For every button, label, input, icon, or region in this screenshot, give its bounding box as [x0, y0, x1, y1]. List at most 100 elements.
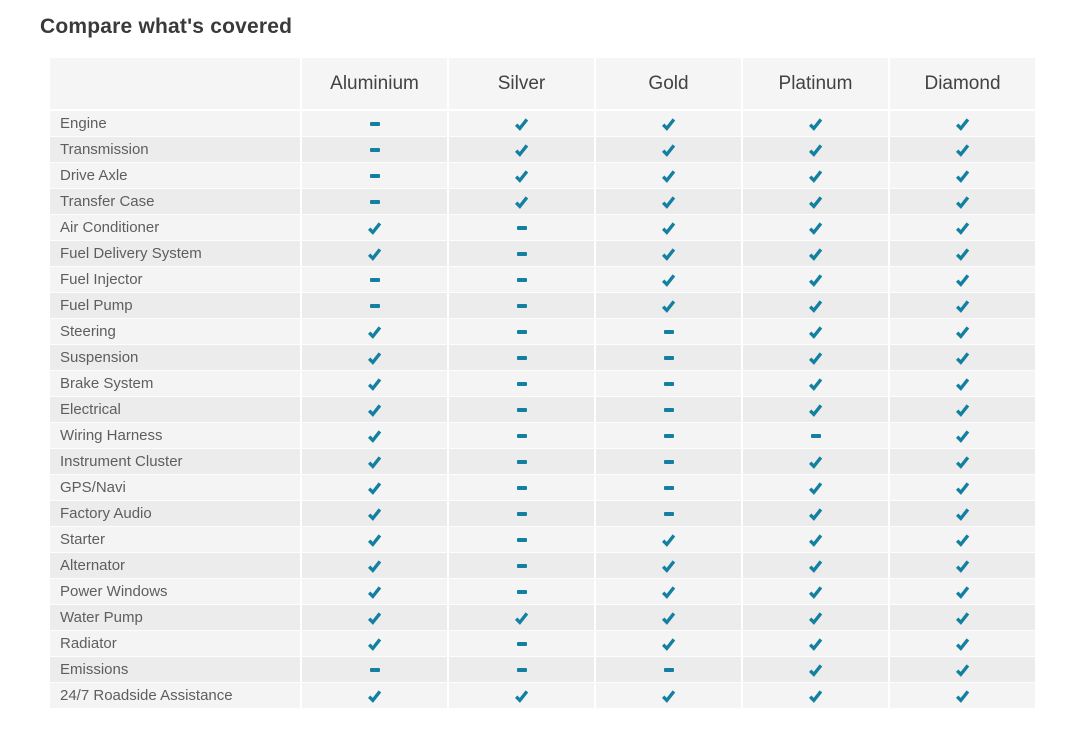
- table-row: Fuel Delivery System: [50, 241, 1035, 267]
- row-label-cell: 24/7 Roadside Assistance: [50, 683, 300, 708]
- check-icon: [661, 559, 676, 573]
- coverage-cell: [300, 605, 447, 630]
- check-icon: [808, 533, 823, 547]
- dash-icon: [516, 433, 527, 438]
- dash-icon: [369, 277, 380, 282]
- coverage-cell: [741, 527, 888, 552]
- check-icon: [808, 221, 823, 235]
- check-icon: [808, 169, 823, 183]
- coverage-cell: [447, 293, 594, 318]
- check-icon: [955, 325, 970, 339]
- dash-icon: [516, 303, 527, 308]
- dash-icon: [369, 667, 380, 672]
- row-label: Starter: [60, 531, 106, 548]
- check-icon: [661, 689, 676, 703]
- coverage-cell: [447, 423, 594, 448]
- coverage-cell: [888, 137, 1035, 162]
- check-icon: [808, 143, 823, 157]
- row-label-cell: Wiring Harness: [50, 423, 300, 448]
- row-label-cell: Steering: [50, 319, 300, 344]
- dash-icon: [369, 199, 380, 204]
- coverage-cell: [300, 111, 447, 136]
- coverage-cell: [888, 683, 1035, 708]
- check-icon: [661, 585, 676, 599]
- coverage-cell: [741, 631, 888, 656]
- table-row: Steering: [50, 319, 1035, 345]
- check-icon: [808, 351, 823, 365]
- check-icon: [808, 377, 823, 391]
- check-icon: [367, 403, 382, 417]
- coverage-cell: [594, 345, 741, 370]
- row-label: Fuel Pump: [60, 297, 133, 314]
- dash-icon: [516, 537, 527, 542]
- coverage-cell: [447, 241, 594, 266]
- coverage-cell: [888, 423, 1035, 448]
- row-label-cell: GPS/Navi: [50, 475, 300, 500]
- table-row: Fuel Pump: [50, 293, 1035, 319]
- coverage-cell: [741, 579, 888, 604]
- column-header-platinum: Platinum: [741, 58, 888, 109]
- row-label: Drive Axle: [60, 167, 128, 184]
- column-header-silver: Silver: [447, 58, 594, 109]
- coverage-cell: [594, 137, 741, 162]
- check-icon: [661, 195, 676, 209]
- coverage-cell: [741, 605, 888, 630]
- dash-icon: [516, 641, 527, 646]
- coverage-cell: [447, 553, 594, 578]
- dash-icon: [369, 303, 380, 308]
- row-label: Transmission: [60, 141, 149, 158]
- row-label-cell: Water Pump: [50, 605, 300, 630]
- check-icon: [808, 273, 823, 287]
- coverage-cell: [447, 501, 594, 526]
- coverage-cell: [447, 657, 594, 682]
- check-icon: [955, 585, 970, 599]
- coverage-cell: [447, 319, 594, 344]
- dash-icon: [516, 511, 527, 516]
- coverage-cell: [888, 553, 1035, 578]
- coverage-table: Aluminium Silver Gold Platinum Diamond Engin…: [50, 58, 1035, 709]
- dash-icon: [516, 355, 527, 360]
- coverage-cell: [741, 501, 888, 526]
- row-label: Engine: [60, 115, 107, 132]
- check-icon: [514, 169, 529, 183]
- coverage-cell: [300, 215, 447, 240]
- check-icon: [955, 507, 970, 521]
- check-icon: [955, 559, 970, 573]
- check-icon: [808, 299, 823, 313]
- row-label: Alternator: [60, 557, 126, 574]
- check-icon: [808, 455, 823, 469]
- coverage-cell: [888, 111, 1035, 136]
- table-row: Starter: [50, 527, 1035, 553]
- dash-icon: [663, 329, 674, 334]
- check-icon: [955, 663, 970, 677]
- coverage-cell: [300, 241, 447, 266]
- check-icon: [367, 533, 382, 547]
- coverage-cell: [888, 657, 1035, 682]
- coverage-cell: [594, 553, 741, 578]
- table-row: Instrument Cluster: [50, 449, 1035, 475]
- coverage-cell: [300, 501, 447, 526]
- coverage-cell: [300, 137, 447, 162]
- table-row: Drive Axle: [50, 163, 1035, 189]
- coverage-cell: [300, 631, 447, 656]
- coverage-cell: [300, 371, 447, 396]
- table-row: Brake System: [50, 371, 1035, 397]
- coverage-cell: [888, 475, 1035, 500]
- coverage-cell: [594, 293, 741, 318]
- coverage-cell: [594, 267, 741, 292]
- row-label-cell: Fuel Delivery System: [50, 241, 300, 266]
- check-icon: [955, 533, 970, 547]
- coverage-cell: [888, 449, 1035, 474]
- row-label: Transfer Case: [60, 193, 155, 210]
- coverage-cell: [594, 319, 741, 344]
- check-icon: [367, 611, 382, 625]
- check-icon: [955, 611, 970, 625]
- coverage-cell: [594, 163, 741, 188]
- row-label-cell: Air Conditioner: [50, 215, 300, 240]
- check-icon: [661, 117, 676, 131]
- page-title: Compare what's covered: [40, 15, 293, 38]
- check-icon: [367, 455, 382, 469]
- coverage-cell: [594, 683, 741, 708]
- coverage-cell: [594, 423, 741, 448]
- coverage-cell: [741, 267, 888, 292]
